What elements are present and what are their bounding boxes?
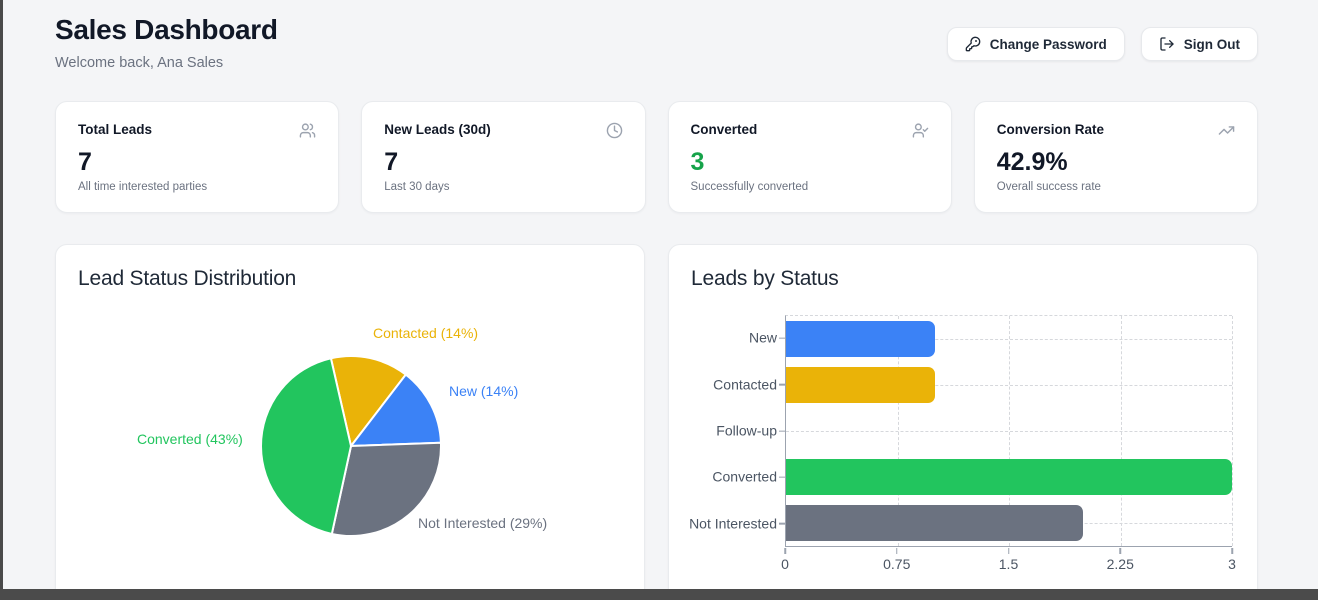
stat-subtitle: All time interested parties xyxy=(78,180,208,193)
change-password-label: Change Password xyxy=(989,36,1107,52)
pie-slice-not-interested xyxy=(330,441,442,537)
sign-out-button[interactable]: Sign Out xyxy=(1140,27,1258,61)
x-tick-label: 1.5 xyxy=(998,556,1019,572)
stat-title: Converted xyxy=(690,122,758,137)
x-tick-mark xyxy=(896,548,898,554)
y-label-row: Not Interested xyxy=(689,516,785,531)
y-tick-mark xyxy=(779,383,785,386)
bar-new xyxy=(786,321,935,357)
pie-chart-title: Lead Status Distribution xyxy=(78,267,297,290)
x-tick-mark xyxy=(1119,548,1121,554)
stat-card-total-leads: Total Leads 7 All time interested partie… xyxy=(55,101,340,213)
x-tick-label: 2.25 xyxy=(1106,556,1134,572)
window-edge-bottom xyxy=(0,589,1318,600)
pie-chart xyxy=(260,355,442,537)
stat-value: 42.9% xyxy=(996,148,1068,176)
header-titles: Sales Dashboard Welcome back, Ana Sales xyxy=(55,14,278,71)
pie-slice-contacted xyxy=(329,355,407,447)
stat-subtitle: Overall success rate xyxy=(996,180,1101,193)
pie-chart-card: Lead Status Distribution Contacted (14%)… xyxy=(55,244,645,600)
y-tick-mark xyxy=(779,337,785,339)
bar-xticks: 0 0.75 1.5 2.25 3 xyxy=(781,547,1236,581)
bar-plot xyxy=(785,315,1233,547)
stat-value: 3 xyxy=(690,148,705,176)
x-tick-label: 0.75 xyxy=(883,556,911,572)
pie-label-converted: Converted (43%) xyxy=(137,431,243,447)
x-tick-label: 3 xyxy=(1228,556,1236,572)
y-gridline xyxy=(786,385,1232,386)
stat-title: New Leads (30d) xyxy=(384,122,491,137)
pie-slice-converted xyxy=(260,357,352,535)
trending-up-icon xyxy=(1218,122,1235,144)
welcome-subtitle: Welcome back, Ana Sales xyxy=(55,55,224,71)
x-tick-mark xyxy=(784,548,786,554)
stat-value: 7 xyxy=(384,148,399,176)
y-label-row: Follow-up xyxy=(689,422,785,439)
bar-not-interested xyxy=(786,505,1084,541)
stats-row: Total Leads 7 All time interested partie… xyxy=(55,101,1258,213)
pie-label-contacted: Contacted (14%) xyxy=(373,325,479,341)
x-tick-mark xyxy=(1007,548,1010,554)
y-category-label: Converted xyxy=(712,469,777,486)
stat-subtitle: Last 30 days xyxy=(384,180,450,193)
stat-subtitle: Successfully converted xyxy=(690,180,809,193)
pie-label-new: New (14%) xyxy=(449,383,519,399)
y-tick-mark xyxy=(779,523,785,525)
y-gridline xyxy=(786,431,1232,432)
y-tick-mark xyxy=(779,430,785,432)
bar-chart-title: Leads by Status xyxy=(691,267,839,290)
bar-converted xyxy=(786,459,1232,495)
header-actions: Change Password Sign Out xyxy=(946,27,1258,61)
x-gridline xyxy=(1232,316,1233,546)
y-label-row: Contacted xyxy=(689,377,785,392)
pie-label-not-interested: Not Interested (29%) xyxy=(418,515,548,531)
y-tick-mark xyxy=(779,476,785,479)
y-category-label: Contacted xyxy=(713,376,777,393)
bar-ylabels: New Contacted Follow-up Converted Not Intere… xyxy=(669,315,785,547)
y-category-label: New xyxy=(748,329,777,346)
sign-out-label: Sign Out xyxy=(1183,36,1240,52)
stat-title: Total Leads xyxy=(78,122,153,137)
y-category-label: Not Interested xyxy=(689,515,777,532)
stat-value: 7 xyxy=(78,148,92,176)
log-out-icon xyxy=(1159,36,1175,52)
charts-row: Lead Status Distribution Contacted (14%)… xyxy=(55,244,1258,600)
stat-card-converted: Converted 3 Successfully converted xyxy=(667,101,952,213)
x-tick-label: 0 xyxy=(781,556,789,572)
stat-card-conversion-rate: Conversion Rate 42.9% Overall success ra… xyxy=(973,101,1258,213)
pie-slice-new xyxy=(350,373,442,447)
y-category-label: Follow-up xyxy=(716,422,777,439)
bar-chart-card: Leads by Status New Contacted Follow-up Con… xyxy=(668,244,1258,600)
y-label-row: Converted xyxy=(689,470,785,485)
stat-title: Conversion Rate xyxy=(996,122,1105,137)
user-check-icon xyxy=(912,122,929,144)
window-edge-left xyxy=(0,0,3,600)
x-tick-mark xyxy=(1231,548,1233,554)
y-gridline xyxy=(786,339,1232,340)
header: Sales Dashboard Welcome back, Ana Sales … xyxy=(55,14,1258,71)
key-icon xyxy=(965,36,981,52)
stat-card-new-leads: New Leads (30d) 7 Last 30 days xyxy=(361,101,646,213)
page-title: Sales Dashboard xyxy=(55,14,278,45)
users-icon xyxy=(299,122,316,144)
y-label-row: New xyxy=(689,331,785,346)
clock-icon xyxy=(606,122,623,144)
change-password-button[interactable]: Change Password xyxy=(946,27,1125,61)
bar-contacted xyxy=(786,367,935,403)
